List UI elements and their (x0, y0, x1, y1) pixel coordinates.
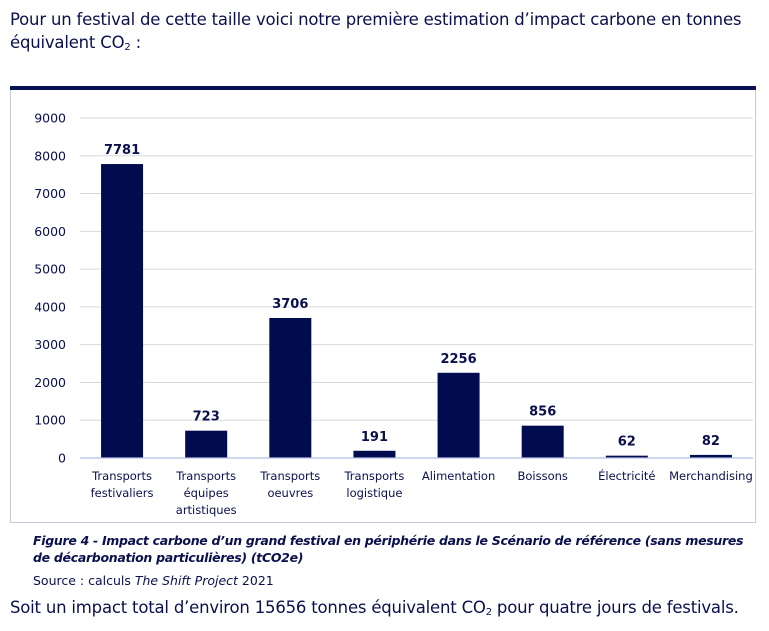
y-tick-label: 0 (58, 451, 66, 466)
bar (605, 455, 648, 458)
data-label: 723 (193, 410, 220, 425)
bar (521, 425, 564, 458)
x-tick-label: Boissons (517, 469, 567, 483)
y-tick-label: 1000 (34, 413, 66, 428)
y-tick-label: 5000 (34, 262, 66, 277)
intro-text: Pour un festival de cette taille voici n… (10, 10, 742, 52)
figure-source: Source : calculs The Shift Project 2021 (33, 573, 274, 588)
outro-subscript: 2 (485, 607, 492, 618)
x-tick-label: Électricité (598, 468, 655, 483)
intro-subscript: 2 (124, 42, 131, 53)
y-tick-label: 7000 (34, 186, 66, 201)
bar (689, 454, 732, 458)
x-tick-label: Transports (91, 469, 152, 483)
y-tick-label: 3000 (34, 337, 66, 352)
outro-paragraph: Soit un impact total d’environ 15656 ton… (10, 598, 739, 618)
y-tick-label: 6000 (34, 224, 66, 239)
x-tick-label: Transports (343, 469, 404, 483)
x-tick-label: oeuvres (267, 486, 313, 500)
figure-caption: Figure 4 - Impact carbone d’un grand fes… (33, 533, 744, 565)
outro-text: Soit un impact total d’environ 15656 ton… (10, 598, 486, 617)
chart-frame-top-rule (10, 86, 756, 90)
x-tick-label: Alimentation (422, 469, 495, 483)
outro-text-end: pour quatre jours de festivals. (491, 598, 739, 617)
source-prefix: Source : calculs (33, 573, 135, 588)
data-label: 62 (618, 435, 636, 450)
source-organisation: The Shift Project (134, 573, 238, 588)
intro-paragraph: Pour un festival de cette taille voici n… (10, 8, 760, 59)
bar (269, 317, 312, 458)
intro-text-end: : (130, 33, 142, 52)
x-tick-label: Transports (175, 469, 236, 483)
bar (353, 450, 396, 458)
bar (101, 164, 144, 458)
chart-frame (10, 86, 756, 523)
x-tick-label: équipes (184, 486, 229, 500)
data-label: 7781 (104, 143, 140, 158)
bar (437, 372, 480, 458)
x-tick-label: Merchandising (669, 469, 753, 483)
y-tick-label: 9000 (34, 111, 66, 126)
x-tick-label: Transports (259, 469, 320, 483)
data-label: 82 (702, 434, 720, 449)
bar (185, 430, 228, 458)
y-tick-label: 8000 (34, 148, 66, 163)
y-tick-label: 4000 (34, 299, 66, 314)
y-tick-label: 2000 (34, 375, 66, 390)
x-tick-label: logistique (346, 486, 402, 500)
x-tick-label: festivaliers (91, 486, 154, 500)
data-label: 856 (529, 405, 556, 420)
data-label: 191 (361, 430, 388, 445)
data-label: 3706 (272, 297, 308, 312)
x-tick-label: artistiques (176, 503, 237, 517)
source-year: 2021 (237, 573, 274, 588)
data-label: 2256 (440, 352, 476, 367)
